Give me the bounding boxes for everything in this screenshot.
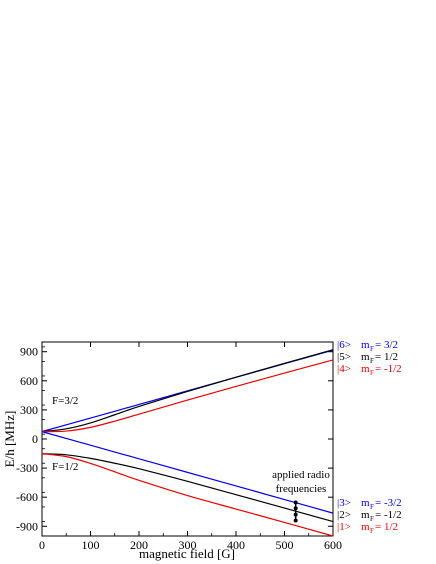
x-tick-label: 100	[82, 538, 100, 552]
state-label-1: |1> m F = 1/2	[337, 521, 398, 535]
state-m-value: = 1/2	[375, 521, 398, 533]
state-m-symbol: m	[361, 351, 370, 363]
state-m-subscript: F	[370, 345, 374, 353]
x-tick-label: 500	[276, 538, 294, 552]
annotation-f12: F=1/2	[52, 461, 78, 473]
x-tick-label: 0	[39, 538, 45, 552]
state-m-value: = 1/2	[375, 351, 398, 363]
x-tick-label: 300	[179, 538, 197, 552]
transition-point	[293, 518, 298, 523]
x-tick-label: 200	[130, 538, 148, 552]
state-m-value: = -1/2	[375, 363, 402, 375]
state-m-value: = 3/2	[375, 339, 398, 351]
state-m-subscript: F	[370, 369, 374, 377]
series-line-4	[41, 431, 334, 514]
state-ket: |1>	[337, 521, 351, 533]
x-axis-label: magnetic field [G]	[139, 546, 235, 561]
series-line-3	[41, 359, 334, 433]
state-labels: |6> m F = 3/2|5> m F = 1/2|4> m F = -1/2|3> m F = -3…	[337, 339, 402, 535]
y-tick-label: 900	[20, 345, 38, 359]
state-m-subscript: F	[370, 357, 374, 365]
x-axis-ticks: 0 100 200 300 400 500 600	[39, 342, 342, 552]
state-label-6: |6> m F = 3/2	[337, 339, 398, 353]
series-line-2	[41, 349, 334, 433]
state-m-symbol: m	[361, 339, 370, 351]
y-tick-label: -900	[16, 519, 38, 533]
state-m-value: = -3/2	[375, 497, 402, 509]
state-m-value: = -1/2	[375, 509, 402, 521]
series-line-6	[41, 453, 334, 537]
y-axis-ticks: -900 -600 -300 0 300 600 900	[16, 345, 333, 537]
x-tick-label: 600	[324, 538, 342, 552]
annotation-f32: F=3/2	[52, 395, 78, 407]
x-tick-label: 400	[227, 538, 245, 552]
annotation-radio-line1: applied radio	[272, 469, 330, 481]
radio-transitions	[293, 500, 298, 523]
y-tick-label: 300	[20, 403, 38, 417]
state-label-5: |5> m F = 1/2	[337, 351, 398, 365]
state-m-symbol: m	[361, 509, 370, 521]
y-axis-label: E/h [MHz]	[2, 411, 17, 468]
state-m-symbol: m	[361, 363, 370, 375]
plot-frame	[41, 341, 334, 537]
state-label-4: |4> m F = -1/2	[337, 363, 402, 377]
y-tick-label: 0	[32, 432, 38, 446]
state-ket: |6>	[337, 339, 351, 351]
y-tick-label: 600	[20, 374, 38, 388]
series-line-5	[41, 453, 334, 523]
y-tick-label: -600	[16, 490, 38, 504]
state-m-symbol: m	[361, 521, 370, 533]
state-m-subscript: F	[370, 527, 374, 535]
transition-point	[293, 500, 298, 505]
series-layer	[41, 349, 334, 537]
annotation-radio-line2: frequencies	[276, 483, 327, 495]
state-ket: |2>	[337, 509, 351, 521]
state-ket: |4>	[337, 363, 351, 375]
state-m-subscript: F	[370, 515, 374, 523]
y-tick-label: -300	[16, 461, 38, 475]
state-m-subscript: F	[370, 503, 374, 511]
state-label-3: |3> m F = -3/2	[337, 497, 402, 511]
state-ket: |3>	[337, 497, 351, 509]
transition-point	[293, 506, 298, 511]
state-label-2: |2> m F = -1/2	[337, 509, 402, 523]
state-m-symbol: m	[361, 497, 370, 509]
transition-point	[293, 512, 298, 517]
state-ket: |5>	[337, 351, 351, 363]
